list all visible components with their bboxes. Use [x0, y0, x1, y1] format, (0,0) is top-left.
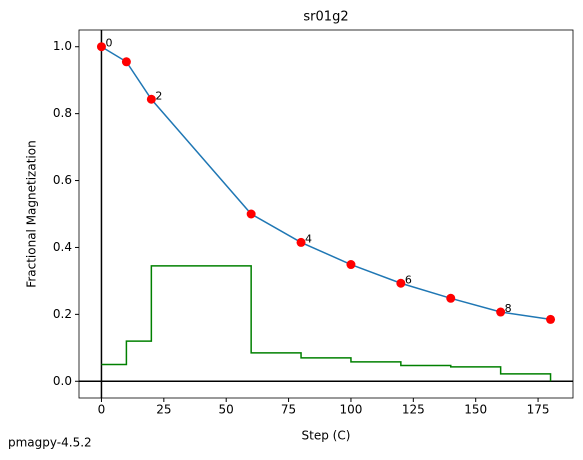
- y-tick-label: 0.2: [53, 307, 72, 321]
- y-axis-label: Fractional Magnetization: [25, 140, 39, 287]
- y-tick-label: 0.0: [53, 374, 72, 388]
- plot-frame: [78, 29, 574, 399]
- point-label: 6: [405, 273, 412, 286]
- y-tick-label: 1.0: [53, 39, 72, 53]
- data-point: [496, 307, 506, 317]
- data-point: [346, 260, 356, 270]
- x-tick-label: 100: [339, 403, 362, 417]
- point-label: 0: [105, 37, 112, 50]
- data-point: [146, 94, 156, 104]
- point-label: 2: [155, 89, 162, 102]
- x-tick-label: 175: [527, 403, 550, 417]
- footer: pmagpy-4.5.2: [8, 436, 92, 450]
- x-tick-label: 150: [464, 403, 487, 417]
- x-axis-label: Step (C): [302, 429, 351, 443]
- x-tick-label: 125: [402, 403, 425, 417]
- data-point: [246, 209, 256, 219]
- data-point: [546, 314, 556, 324]
- data-point: [296, 237, 306, 247]
- data-point: [96, 42, 106, 52]
- y-tick-label: 0.4: [53, 240, 72, 254]
- data-point: [121, 57, 131, 67]
- data-line: [101, 46, 551, 321]
- chart-title: sr01g2: [303, 10, 348, 25]
- y-tick-label: 0.8: [53, 106, 72, 120]
- point-label: 8: [505, 302, 512, 315]
- data-point: [446, 293, 456, 303]
- x-tick-label: 25: [156, 403, 171, 417]
- y-tick-label: 0.6: [53, 173, 72, 187]
- step-line: [101, 265, 552, 382]
- data-point: [396, 278, 406, 288]
- x-tick-label: 0: [98, 403, 106, 417]
- x-tick-label: 75: [281, 403, 296, 417]
- point-label: 4: [305, 232, 312, 245]
- x-tick-label: 50: [219, 403, 234, 417]
